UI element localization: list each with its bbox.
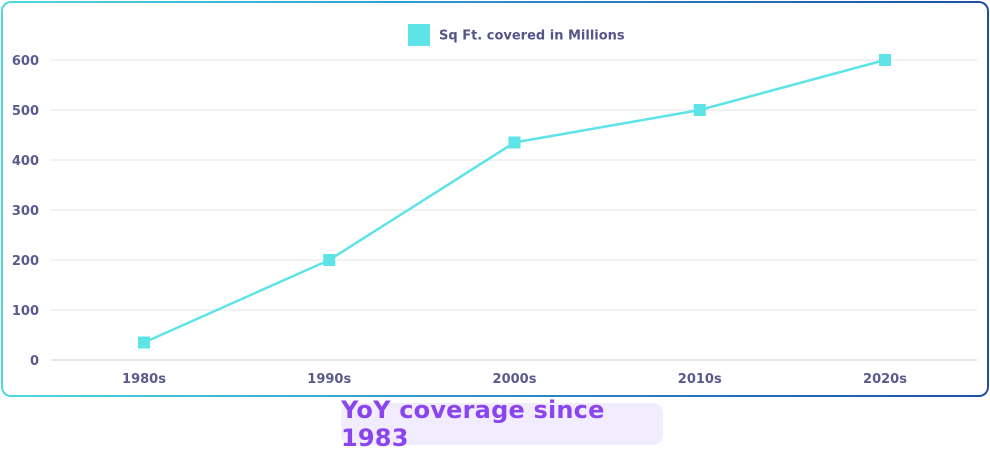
chart-caption: YoY coverage since 1983 [341, 396, 663, 452]
series-line [143, 58, 886, 344]
x-axis-ticks: 1980s 1990s 2000s 2010s 2020s [122, 372, 907, 387]
x-tick-label: 2010s [678, 372, 722, 387]
x-tick-label: 1990s [307, 372, 351, 387]
x-tick-label: 2000s [493, 372, 537, 387]
y-axis-ticks: 0 100 200 300 400 500 600 [12, 54, 39, 369]
data-point-marker [879, 54, 891, 66]
legend-label: Sq Ft. covered in Millions [439, 29, 625, 44]
data-point-marker [508, 136, 521, 149]
y-tick-label: 200 [12, 254, 39, 269]
y-tick-label: 600 [12, 54, 39, 69]
plot-area [138, 54, 891, 349]
y-tick-label: 300 [12, 204, 39, 219]
legend: Sq Ft. covered in Millions [408, 24, 625, 46]
line-chart: 0 100 200 300 400 500 600 1980s 1990s 2000s 2010s… [12, 24, 977, 387]
legend-swatch [408, 24, 430, 46]
data-point-marker [138, 336, 150, 349]
gridlines [51, 59, 977, 361]
chart-frame [1, 1, 989, 397]
x-tick-label: 2020s [863, 372, 907, 387]
y-tick-label: 100 [12, 304, 39, 319]
y-tick-label: 0 [30, 354, 39, 369]
data-point-marker [693, 104, 706, 116]
y-tick-label: 500 [12, 104, 39, 119]
x-tick-label: 1980s [122, 372, 166, 387]
y-tick-label: 400 [12, 154, 39, 169]
data-point-marker [323, 254, 336, 266]
